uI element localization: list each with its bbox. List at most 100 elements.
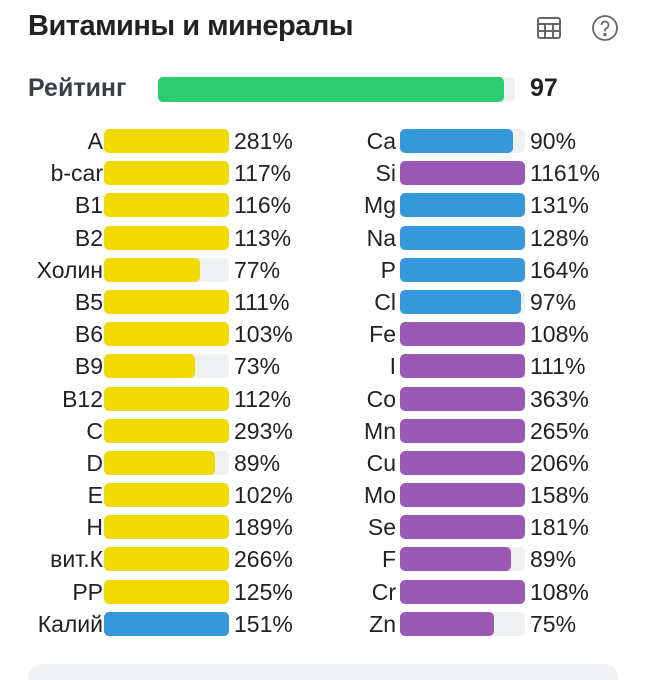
- nutrient-bar: [104, 322, 229, 347]
- nutrient-bar-fill: [104, 354, 196, 379]
- nutrient-percent: 89%: [530, 546, 577, 573]
- nutrient-bar-fill: [104, 129, 229, 153]
- nutrient-percent: 112%: [234, 385, 292, 412]
- nutrient-bar-fill: [400, 418, 525, 443]
- nutrient-bar-fill: [104, 225, 229, 250]
- nutrient-bar: [104, 418, 229, 443]
- nutrient-bar-fill: [400, 354, 525, 379]
- nutrient-row: B6 103%: [0, 318, 620, 350]
- nutrient-bar: [400, 322, 525, 347]
- nutrient-bar-fill: [400, 515, 525, 540]
- nutrient-label: Cl: [374, 288, 396, 315]
- nutrient-label: C: [86, 417, 103, 444]
- nutrient-label: A: [87, 128, 103, 154]
- nutrient-percent: 111%: [530, 353, 586, 380]
- nutrient-row: A 281%: [0, 125, 620, 157]
- nutrient-percent: 103%: [234, 321, 293, 348]
- nutrient-row: E 102%: [0, 479, 620, 511]
- nutrient-label: B1: [74, 192, 103, 219]
- nutrient-bar: [104, 579, 229, 604]
- nutrient-row: Co 363%: [0, 383, 620, 415]
- nutrient-label: B9: [74, 353, 103, 380]
- nutrient-row: Na 128%: [0, 222, 620, 254]
- nutrient-percent: 117%: [234, 160, 292, 187]
- nutrient-percent: 265%: [530, 417, 589, 444]
- nutrient-label: Mn: [364, 417, 396, 444]
- nutrient-bar-fill: [104, 483, 229, 508]
- nutrient-row: Si 1161%: [0, 157, 620, 189]
- nutrient-label: B12: [62, 385, 103, 412]
- nutrient-label: H: [86, 514, 103, 541]
- nutrient-label: F: [381, 546, 396, 573]
- nutrient-bar: [400, 611, 525, 636]
- nutrient-percent: 89%: [234, 449, 281, 476]
- nutrient-percent: 189%: [234, 514, 293, 541]
- nutrient-bar-fill: [104, 161, 229, 186]
- nutrient-percent: 108%: [530, 578, 589, 605]
- nutrient-bar: [400, 418, 525, 443]
- nutrient-bar: [400, 386, 525, 411]
- nutrient-percent: 131%: [530, 192, 589, 219]
- nutrient-bar-fill: [400, 386, 525, 411]
- help-icon[interactable]: [591, 14, 619, 42]
- nutrient-row: Mg 131%: [0, 189, 620, 221]
- nutrient-row: Se 181%: [0, 511, 620, 543]
- nutrient-bar: [400, 257, 525, 282]
- nutrient-label: B5: [74, 288, 103, 315]
- nutrient-bar: [400, 483, 525, 508]
- table-icon[interactable]: [535, 14, 563, 42]
- nutrient-row: Mo 158%: [0, 479, 620, 511]
- nutrient-percent: 73%: [234, 353, 281, 380]
- rating-value: 97: [530, 74, 558, 102]
- nutrient-bar-fill: [104, 579, 229, 604]
- nutrient-bar: [400, 579, 525, 604]
- nutrient-row: B5 111%: [0, 286, 620, 318]
- nutrient-label: Na: [366, 224, 396, 251]
- nutrient-row: P 164%: [0, 254, 620, 286]
- nutrient-percent: 1161%: [530, 160, 600, 187]
- nutrient-percent: 111%: [234, 288, 290, 315]
- nutrient-bar-fill: [400, 450, 525, 475]
- nutrient-percent: 75%: [530, 610, 577, 637]
- nutrient-row: B9 73%: [0, 350, 620, 382]
- nutrient-label: b-car: [50, 160, 103, 187]
- nutrient-bar: [104, 611, 229, 636]
- nutrient-label: Cr: [371, 578, 396, 605]
- nutrient-percent: 151%: [234, 610, 293, 637]
- nutrient-row: Zn 75%: [0, 608, 620, 640]
- nutrient-bar: [400, 515, 525, 540]
- nutrient-label: B6: [74, 321, 103, 348]
- nutrient-bar: [104, 386, 229, 411]
- nutrient-bar-fill: [104, 515, 229, 540]
- nutrient-label: E: [87, 482, 103, 509]
- nutrient-row: F 89%: [0, 543, 620, 575]
- rating-bar-fill: [158, 77, 505, 102]
- rating-bar: [158, 77, 515, 102]
- vitamins-column: A 281% b-car 117% B1 116% B2 113% Холин 77% B…: [0, 125, 620, 640]
- nutrient-bar: [400, 289, 525, 314]
- nutrient-row: I 111%: [0, 350, 620, 382]
- nutrient-row: Cu 206%: [0, 447, 620, 479]
- nutrient-percent: 102%: [234, 482, 293, 509]
- nutrient-label: Si: [375, 160, 396, 187]
- minerals-column: Ca 90% Si 1161% Mg 131% Na 128% P 164% Cl 97%…: [0, 125, 620, 640]
- nutrient-bar-fill: [104, 257, 201, 282]
- bottom-panel: [28, 664, 618, 680]
- nutrient-label: Zn: [369, 610, 396, 637]
- nutrient-bar-fill: [400, 225, 525, 250]
- nutrient-percent: 363%: [530, 385, 589, 412]
- nutrient-bar-fill: [104, 289, 229, 314]
- nutrient-row: B12 112%: [0, 383, 620, 415]
- nutrient-row: Cl 97%: [0, 286, 620, 318]
- nutrient-percent: 266%: [234, 546, 293, 573]
- nutrient-bar: [104, 483, 229, 508]
- nutrient-percent: 158%: [530, 482, 589, 509]
- nutrient-row: Fe 108%: [0, 318, 620, 350]
- nutrient-percent: 116%: [234, 192, 292, 219]
- nutrient-bar-fill: [400, 129, 513, 153]
- nutrient-bar-fill: [104, 418, 229, 443]
- nutrient-bar-fill: [400, 257, 525, 282]
- nutrient-bar-fill: [104, 193, 229, 218]
- nutrient-label: Co: [366, 385, 396, 412]
- nutrient-bar-fill: [400, 322, 525, 347]
